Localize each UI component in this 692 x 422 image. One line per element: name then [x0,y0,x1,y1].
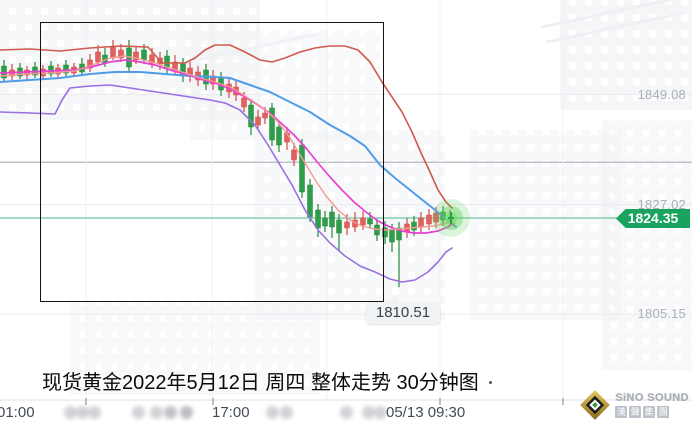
low-price-tooltip: 1810.51 [366,295,440,324]
smudge-mark [132,406,145,419]
highlight-box-annotation[interactable] [40,22,384,302]
smudge-mark [150,406,163,419]
time-axis-label: 17:00 [212,404,250,421]
price-axis-label: 1849.08 [637,87,686,102]
candle-body[interactable] [418,217,424,228]
smudge-mark [280,406,293,419]
logo-cn-char: 漢 [615,405,628,418]
candle-body[interactable] [389,229,395,243]
smudge-mark [340,406,353,419]
tooltip-pointer-icon [388,295,402,303]
logo-cn-char: 團 [657,405,670,418]
chart-caption: 现货黄金2022年5月12日 周四 整体走势 30分钟图 [42,372,479,394]
time-axis: 01:00 17:00 05/13 09:30 [0,400,692,422]
smudge-mark [164,406,177,419]
candle-body[interactable] [411,221,417,231]
diamond-logo-icon [580,390,611,420]
logo-cn-char: 聲 [629,405,642,418]
time-axis-label: 05/13 09:30 [386,404,466,421]
logo-cn-char: 集 [643,405,656,418]
smudge-mark [76,406,89,419]
logo-brand-text: SiNO SOUND [615,391,689,404]
smudge-mark [180,406,193,419]
price-axis-label: 1805.15 [637,306,686,321]
time-axis-label: 01:00 [0,404,35,421]
tooltip-value: 1810.51 [375,304,431,321]
smudge-mark [374,406,387,419]
current-price-badge: 1824.35 [616,209,690,228]
smudge-mark [64,406,77,419]
logo-cn-text: 漢 聲 集 團 [615,405,689,418]
candle-body[interactable] [262,112,268,119]
sino-sound-logo: SiNO SOUND 漢 聲 集 團 [580,390,689,420]
candle-body[interactable] [426,214,432,225]
smudge-mark [266,406,279,419]
smudge-mark [88,406,101,419]
caption-dot [489,381,492,384]
smudge-mark [362,406,375,419]
